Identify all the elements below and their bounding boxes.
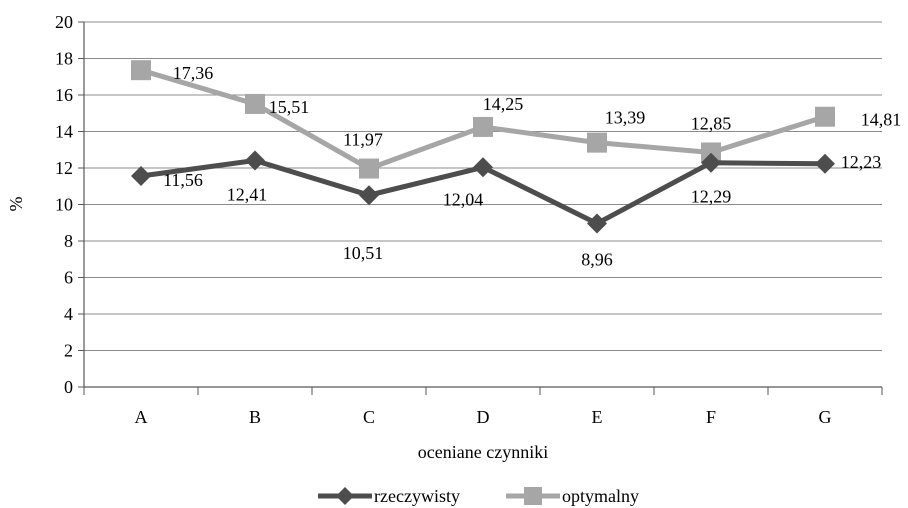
data-label-rzeczywisty: 12,23 <box>841 152 882 172</box>
legend-marker-optymalny <box>524 487 542 505</box>
marker-rzeczywisty <box>473 157 493 178</box>
legend-label-rzeczywisty: rzeczywisty <box>374 486 460 506</box>
marker-rzeczywisty <box>131 166 151 187</box>
data-label-optymalny: 12,85 <box>691 113 732 133</box>
x-tick-labels: A B C D E F G <box>135 407 832 427</box>
marker-rzeczywisty <box>815 153 835 174</box>
y-tick-label: 16 <box>55 85 73 105</box>
marker-optymalny <box>359 158 379 179</box>
axes <box>78 21 883 395</box>
legend-marker-rzeczywisty <box>336 487 354 505</box>
marker-rzeczywisty <box>245 150 265 171</box>
x-tick-label: A <box>135 407 148 427</box>
marker-optymalny <box>245 93 265 114</box>
x-tick-label: C <box>363 407 375 427</box>
y-tick-label: 8 <box>64 231 73 251</box>
x-tick-label: D <box>477 407 490 427</box>
y-tick-label: 20 <box>55 12 73 32</box>
data-label-rzeczywisty: 12,29 <box>691 187 732 207</box>
y-tick-label: 12 <box>55 158 73 178</box>
data-label-optymalny: 13,39 <box>605 108 646 128</box>
legend-label-optymalny: optymalny <box>562 486 639 506</box>
series-group <box>131 60 835 234</box>
y-tick-label: 4 <box>64 304 73 324</box>
x-tick-label: E <box>592 407 603 427</box>
y-tick-label: 14 <box>55 122 73 142</box>
y-axis-title: % <box>6 197 26 212</box>
legend: rzeczywisty optymalny <box>318 486 639 506</box>
x-axis-title: oceniane czynniki <box>418 442 548 462</box>
data-labels: 11,56 12,41 10,51 12,04 8,96 12,29 12,23 17,36 1… <box>163 63 901 269</box>
y-tick-label: 0 <box>64 377 73 397</box>
data-label-rzeczywisty: 12,41 <box>227 185 268 205</box>
data-label-optymalny: 14,25 <box>483 94 524 114</box>
x-tick-label: B <box>249 407 261 427</box>
marker-rzeczywisty <box>701 152 721 173</box>
data-label-rzeczywisty: 12,04 <box>443 189 484 209</box>
y-tick-labels: 0 2 4 6 8 10 12 14 16 18 20 <box>55 12 73 397</box>
y-tick-label: 10 <box>55 195 73 215</box>
marker-optymalny <box>131 60 151 81</box>
data-label-optymalny: 11,97 <box>343 130 383 150</box>
marker-optymalny <box>587 132 607 153</box>
marker-optymalny <box>473 116 493 137</box>
marker-rzeczywisty <box>587 213 607 234</box>
marker-rzeczywisty <box>359 185 379 206</box>
data-label-optymalny: 15,51 <box>269 97 310 117</box>
y-tick-label: 18 <box>55 49 73 69</box>
data-label-rzeczywisty: 10,51 <box>343 243 384 263</box>
x-tick-label: F <box>706 407 716 427</box>
marker-optymalny <box>815 106 835 127</box>
marker-optymalny <box>701 142 721 163</box>
data-label-rzeczywisty: 8,96 <box>581 249 613 269</box>
data-label-optymalny: 17,36 <box>173 63 214 83</box>
data-label-optymalny: 14,81 <box>861 110 902 130</box>
y-tick-label: 2 <box>64 341 73 361</box>
x-tick-label: G <box>819 407 832 427</box>
data-label-rzeczywisty: 11,56 <box>163 170 203 190</box>
y-tick-label: 6 <box>64 268 73 288</box>
